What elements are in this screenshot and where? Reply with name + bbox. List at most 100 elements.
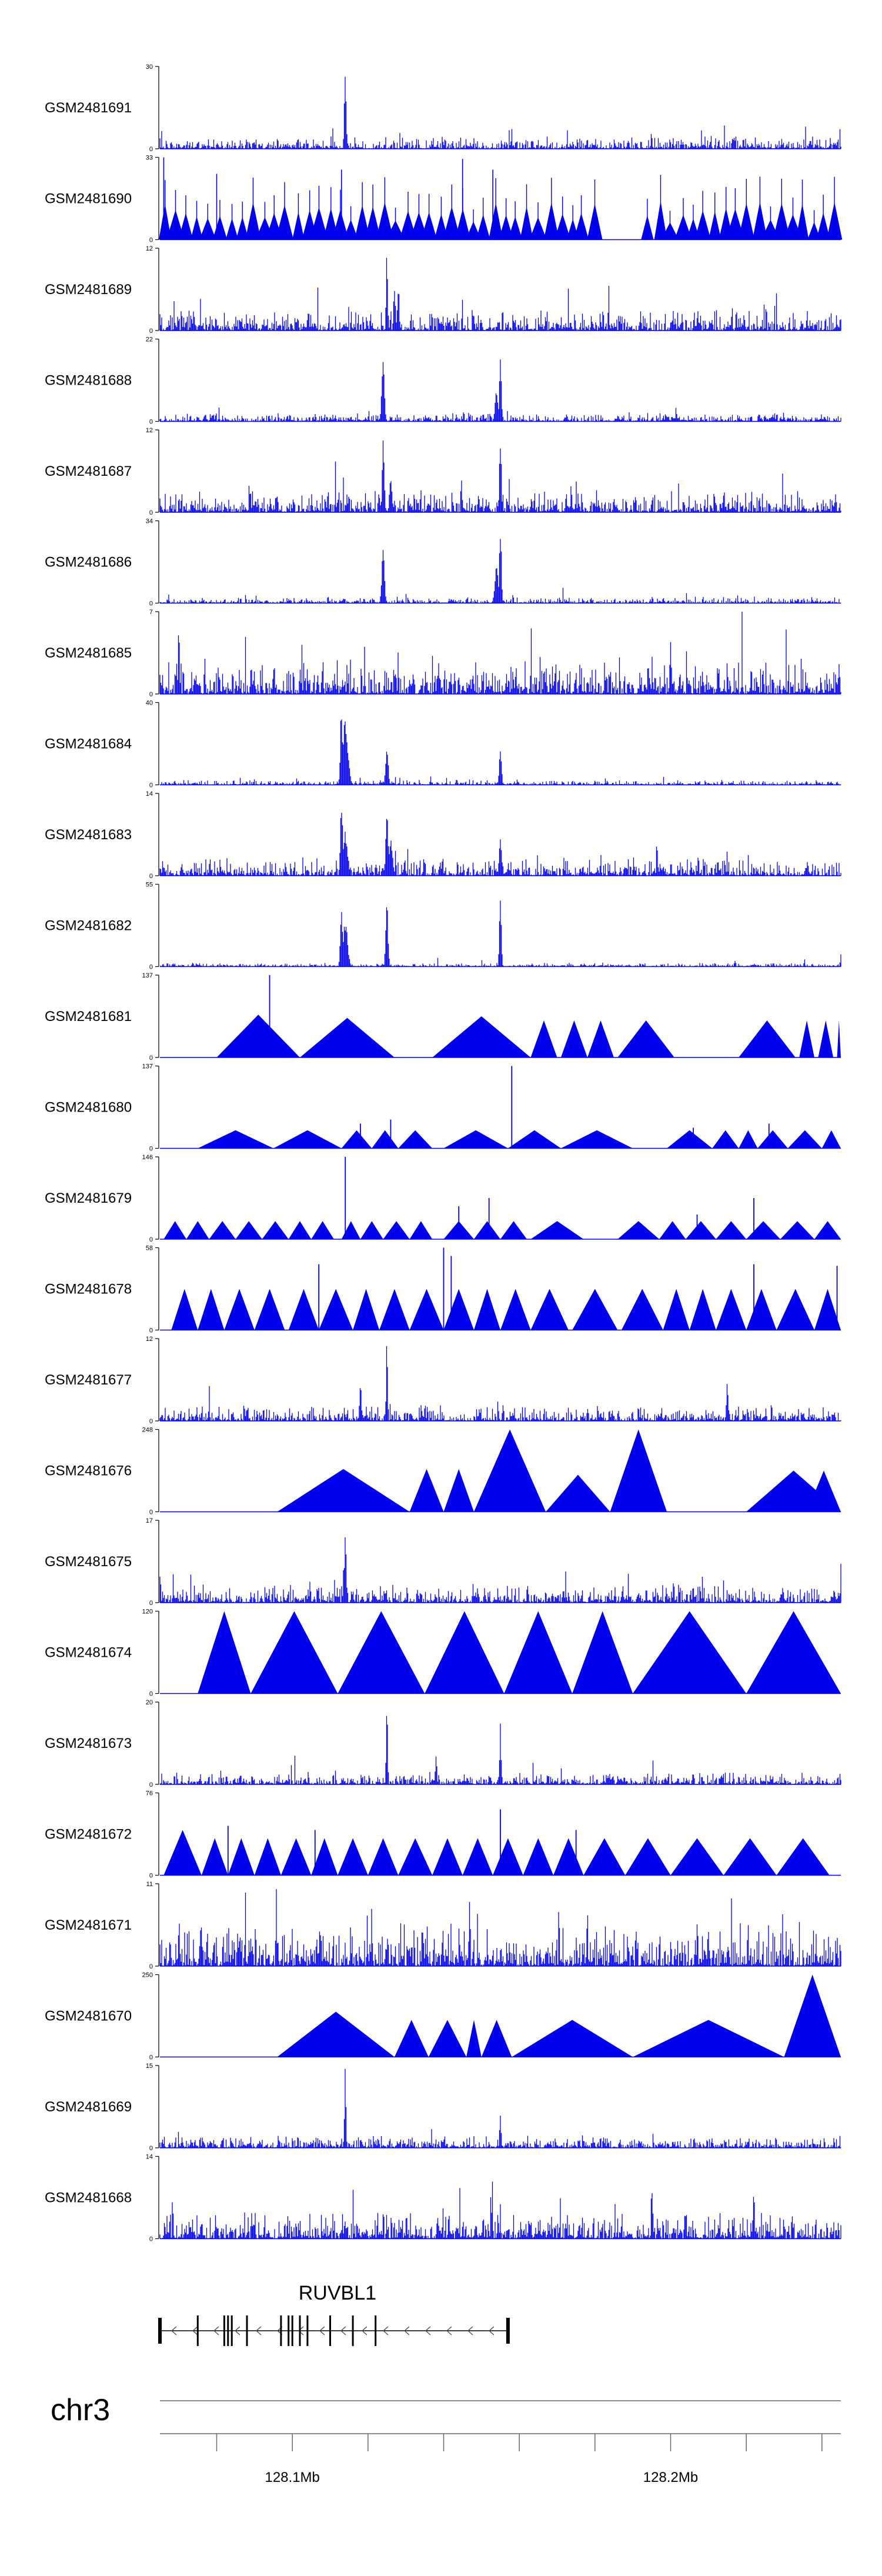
strand-arrow	[171, 2326, 177, 2335]
interpolated-segment	[572, 1289, 618, 1330]
interpolated-segment	[523, 1838, 554, 1876]
interpolated-segment	[659, 1221, 686, 1239]
track-name: GSM2481675	[45, 1554, 132, 1570]
interpolated-segment	[716, 1289, 747, 1330]
interpolated-segment	[474, 1429, 546, 1512]
interpolated-segment	[235, 1221, 262, 1239]
exon	[227, 2315, 229, 2346]
interpolated-segment	[432, 1016, 531, 1057]
interpolated-segment	[807, 1470, 841, 1512]
interpolated-segment	[530, 1020, 557, 1057]
exon	[352, 2315, 354, 2346]
interpolated-segment	[383, 1221, 410, 1239]
strand-arrow	[404, 2326, 410, 2335]
interpolated-segment	[311, 1221, 334, 1239]
strand-arrow	[425, 2326, 431, 2335]
y-axis-max-label: 12	[146, 245, 153, 252]
interpolated-segment	[288, 1221, 312, 1239]
interpolated-segment	[250, 1611, 338, 1694]
coverage-signal	[159, 719, 841, 785]
interpolated-segment	[409, 1221, 433, 1239]
interpolated-segment	[280, 1838, 312, 1876]
y-axis-zero-label: 0	[149, 1691, 153, 1698]
coverage-signal	[159, 812, 841, 876]
y-axis-zero-label: 0	[149, 691, 153, 698]
track-GSM2481682: GSM2481682 55 0	[45, 882, 841, 971]
y-axis-zero-label: 0	[149, 1600, 153, 1607]
interpolated-segment	[432, 1838, 463, 1876]
interpolated-segment	[209, 1221, 236, 1239]
track-GSM2481683: GSM2481683 14 0	[45, 790, 841, 880]
y-axis-zero-label: 0	[149, 1781, 153, 1788]
interpolated-segment	[474, 1221, 500, 1239]
interpolated-segment	[746, 1221, 781, 1239]
exon	[288, 2315, 290, 2346]
interpolated-segment	[583, 1838, 626, 1876]
interpolated-segment	[504, 1611, 573, 1694]
strand-arrow	[489, 2326, 495, 2335]
y-axis-zero-label: 0	[149, 1327, 153, 1334]
interpolated-segment	[338, 1611, 425, 1694]
track-name: GSM2481668	[45, 2190, 132, 2206]
interpolated-segment	[368, 1838, 399, 1876]
interpolated-segment	[818, 1020, 834, 1057]
interpolated-segment	[300, 1017, 395, 1057]
y-axis-max-label: 34	[146, 518, 153, 525]
y-axis-max-label: 7	[149, 609, 153, 616]
y-axis-max-label: 17	[146, 1517, 153, 1524]
interpolated-segment	[462, 1838, 493, 1876]
y-axis-zero-label: 0	[149, 1509, 153, 1516]
interpolated-segment	[493, 1838, 523, 1876]
track-GSM2481681: GSM2481681 137 0	[45, 972, 841, 1062]
track-name: GSM2481684	[45, 736, 132, 752]
track-name: GSM2481674	[45, 1645, 132, 1661]
gene-name: RUVBL1	[299, 2282, 376, 2304]
track-name: GSM2481690	[45, 191, 132, 207]
y-axis-zero-label: 0	[149, 1963, 153, 1970]
interpolated-segment	[633, 2020, 784, 2057]
y-axis-zero-label: 0	[149, 419, 153, 426]
interpolated-segment	[625, 1838, 671, 1876]
interpolated-segment	[784, 1974, 841, 2057]
strand-arrow	[213, 2326, 219, 2335]
interpolated-segment	[746, 1289, 777, 1330]
interpolated-segment	[216, 1015, 300, 1057]
interpolated-segment	[228, 1838, 255, 1876]
interpolated-segment	[500, 1289, 531, 1330]
interpolated-segment	[338, 1838, 368, 1876]
y-axis-zero-label: 0	[149, 1873, 153, 1880]
y-axis-zero-label: 0	[149, 1055, 153, 1062]
interpolated-segment	[277, 1469, 410, 1512]
position-label-128-2mb: 128.2Mb	[643, 2470, 698, 2485]
interpolated-segment	[663, 1289, 690, 1330]
interpolated-segment	[428, 2020, 467, 2057]
track-GSM2481677: GSM2481677 12 0	[45, 1336, 841, 1425]
coverage-signal	[159, 1537, 841, 1603]
interpolated-segment	[262, 1221, 289, 1239]
interpolated-segment	[481, 2020, 512, 2057]
coverage-signal	[159, 441, 841, 512]
track-GSM2481679: GSM2481679 146 0	[45, 1154, 841, 1243]
chromosome-ideogram: chr3	[51, 2393, 841, 2427]
y-axis-max-label: 14	[146, 790, 153, 798]
signal-tracks: GSM2481691300GSM2481690330GSM2481689120G…	[45, 64, 843, 2243]
track-name: GSM2481676	[45, 1463, 132, 1479]
exon	[291, 2315, 293, 2346]
genomic-axis-ticks	[216, 2434, 823, 2451]
interpolated-segment	[409, 1469, 444, 1512]
track-name: GSM2481679	[45, 1190, 132, 1206]
interpolated-segment	[689, 1289, 716, 1330]
track-name: GSM2481680	[45, 1100, 132, 1116]
interpolated-segment	[686, 1221, 716, 1239]
track-name: GSM2481689	[45, 282, 132, 298]
interpolated-segment	[530, 1289, 569, 1330]
y-axis-max-label: 11	[146, 1881, 153, 1888]
track-GSM2481680: GSM2481680 137 0	[45, 1063, 841, 1153]
y-axis-max-label: 15	[146, 2063, 153, 2070]
interpolated-segment	[780, 1221, 814, 1239]
interpolated-segment	[799, 1020, 814, 1057]
interpolated-segment	[224, 1289, 255, 1330]
coverage-signal	[159, 1346, 841, 1421]
interpolated-segment	[610, 1429, 667, 1512]
track-GSM2481691: GSM2481691 30 0	[45, 64, 841, 153]
